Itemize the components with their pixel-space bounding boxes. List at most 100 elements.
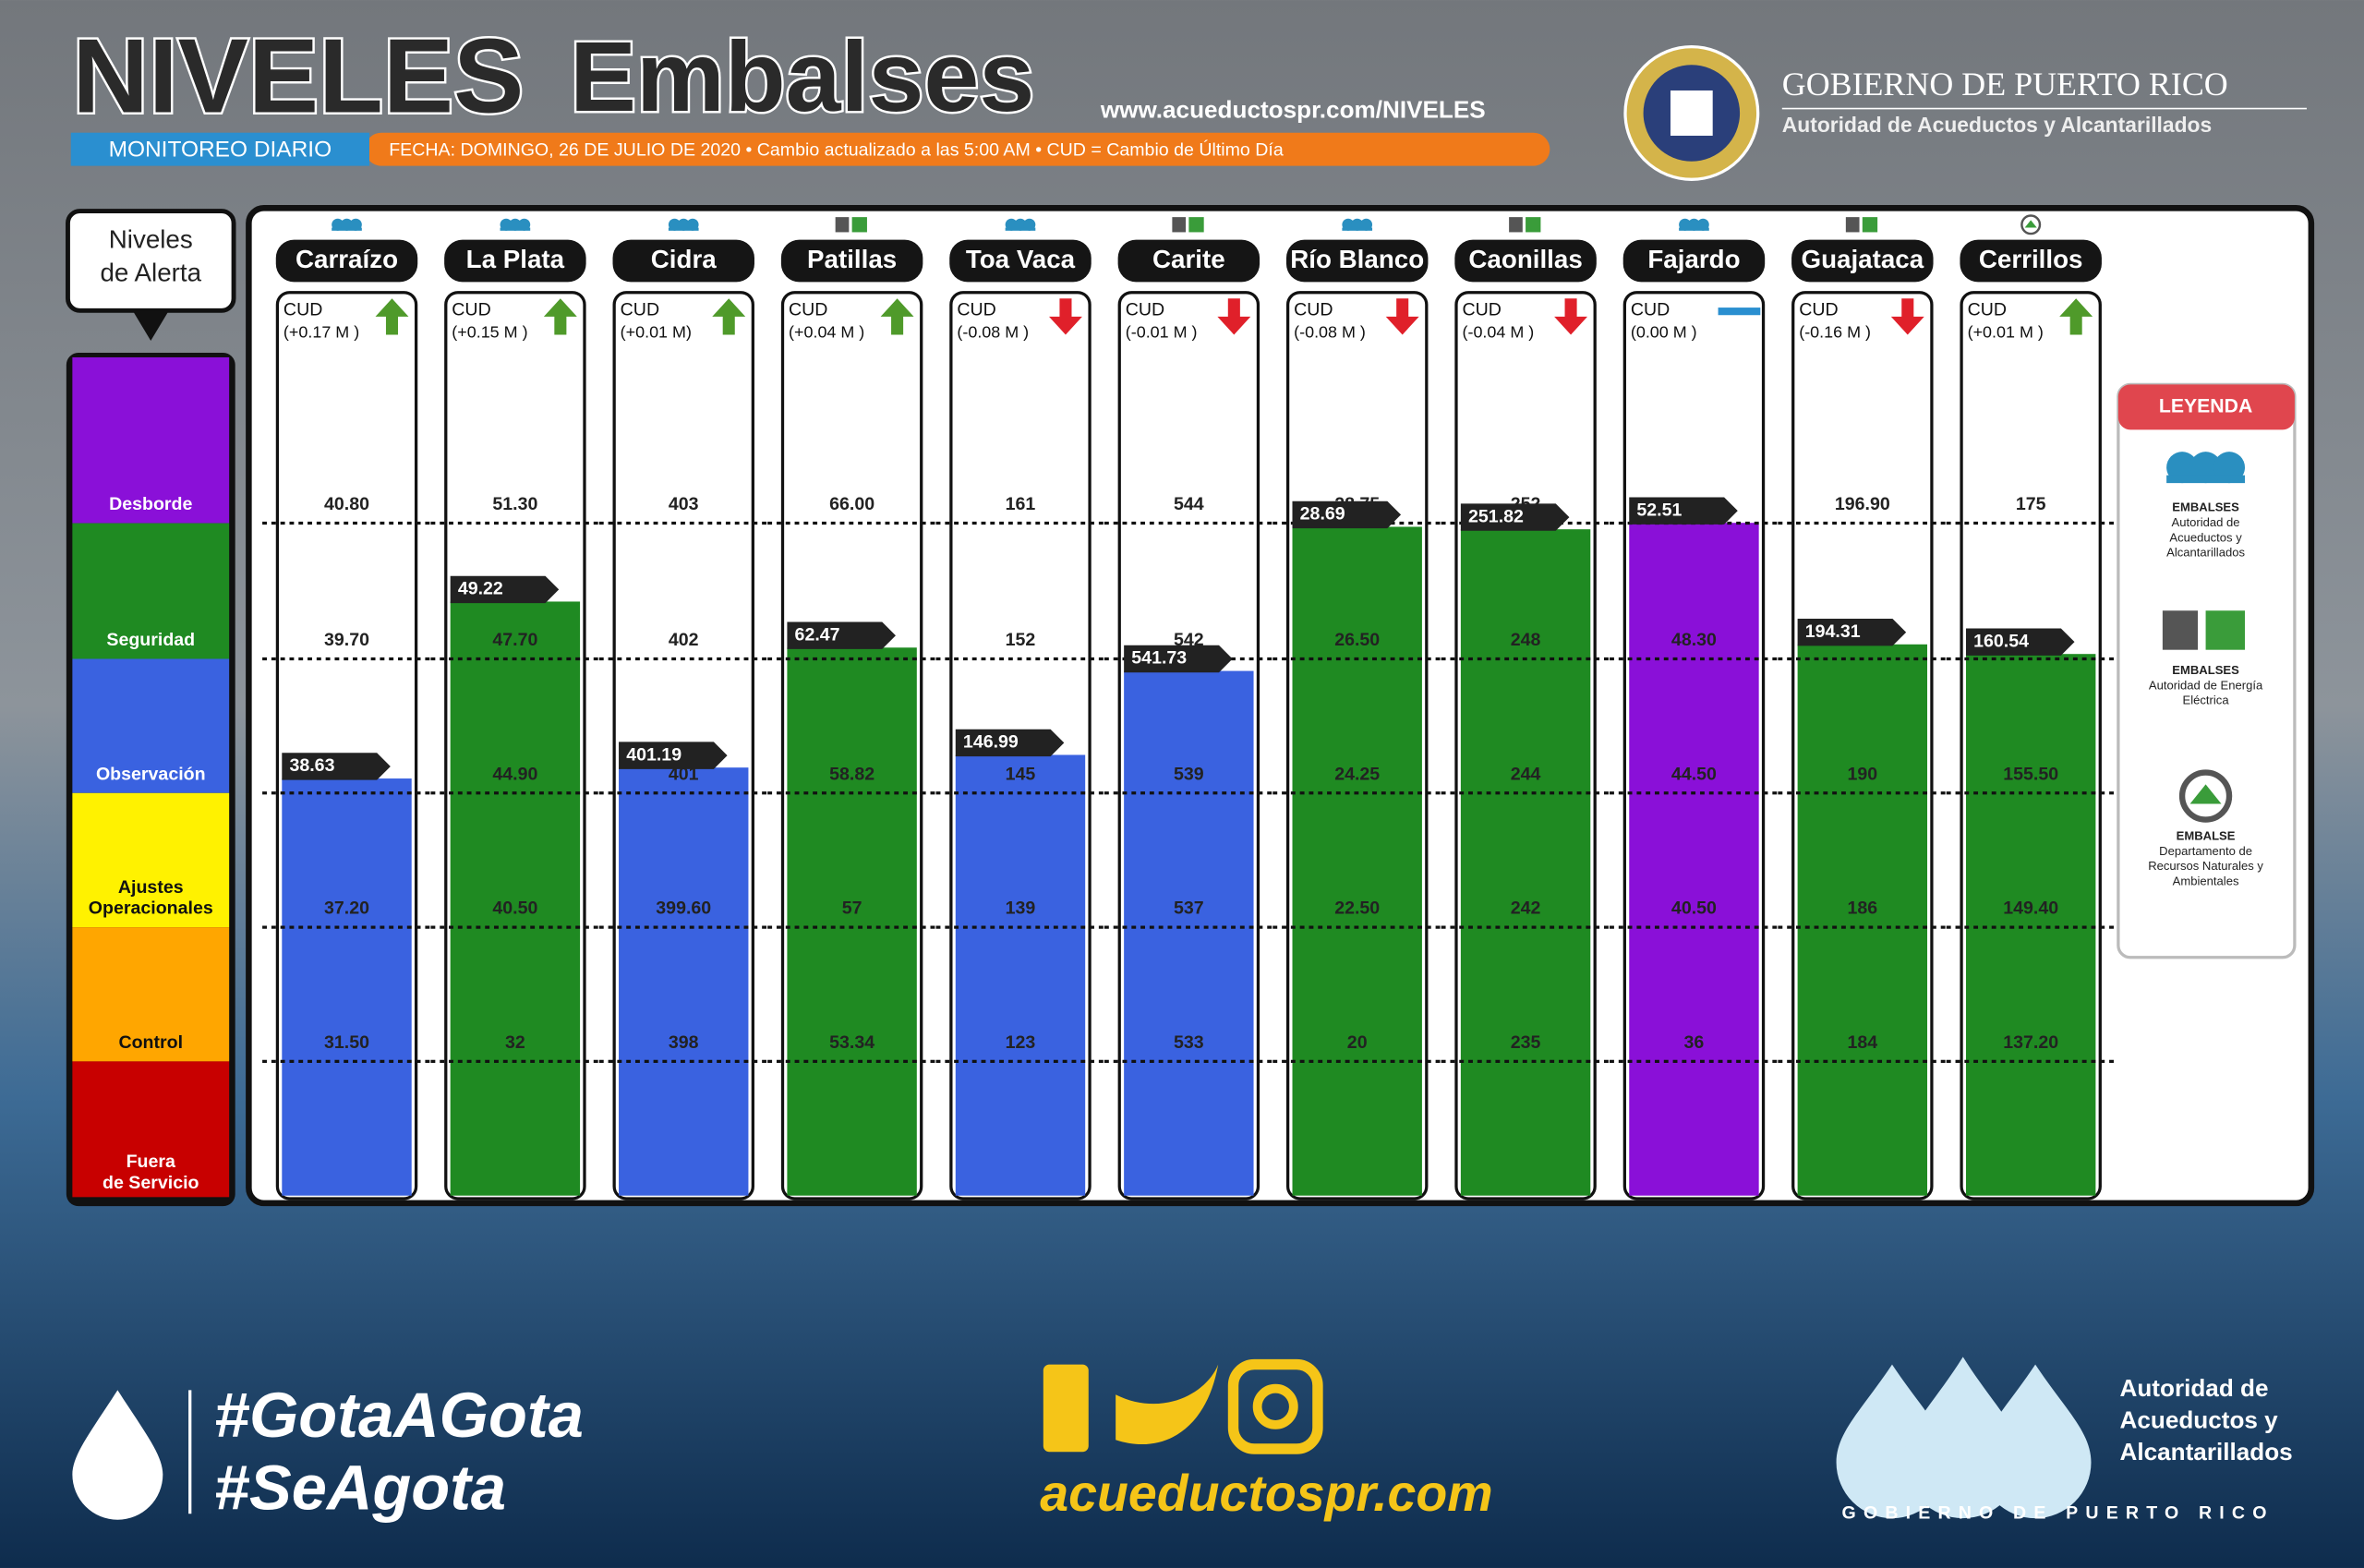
level-tag xyxy=(1629,497,1738,525)
threshold-label: 544 xyxy=(1174,494,1204,514)
threshold-label: 242 xyxy=(1511,899,1541,919)
level-bar xyxy=(282,778,412,1196)
agency: Autoridad de Acueductos y Alcantarillado… xyxy=(1782,113,2212,137)
icon-wave xyxy=(668,227,699,231)
threshold-label: 401 xyxy=(669,764,699,784)
level-bar xyxy=(1965,654,2096,1196)
threshold-label: 39.70 xyxy=(324,630,369,650)
icon-wave xyxy=(1679,227,1709,231)
footer-site: acueductospr.com xyxy=(1040,1465,1492,1522)
level-tag xyxy=(1460,503,1570,531)
threshold-label: 40.50 xyxy=(1671,899,1717,919)
trend-down xyxy=(1217,298,1251,335)
trend-down xyxy=(1554,298,1588,335)
alert-label: Control xyxy=(118,1032,183,1053)
reservoir-name: La Plata xyxy=(466,245,565,273)
name-pill xyxy=(1454,239,1597,283)
icon-aee-a xyxy=(2162,610,2199,650)
badge-bg xyxy=(70,132,370,166)
level-bar xyxy=(1292,526,1422,1196)
legend-item-title: EMBALSES xyxy=(2172,501,2239,514)
icon-wave xyxy=(500,227,531,231)
reservoir-name: Cerrillos xyxy=(1979,245,2083,273)
level-label: 401.19 xyxy=(626,744,681,765)
level-bar xyxy=(787,647,917,1196)
name-pill xyxy=(612,239,754,283)
level-tag xyxy=(955,729,1065,757)
alert-band xyxy=(72,792,230,928)
alert-label: Observación xyxy=(96,764,206,784)
cud-value: (-0.16 M ) xyxy=(1799,323,1871,342)
title-main: NIVELES xyxy=(72,18,524,136)
threshold-label: 40.80 xyxy=(324,494,369,514)
alert-title: de Alerta xyxy=(100,258,201,286)
threshold-label: 145 xyxy=(1006,764,1036,784)
icon-drop xyxy=(2189,452,2222,484)
cud-label: CUD xyxy=(789,300,827,320)
footer-drop xyxy=(72,1390,163,1520)
icon-aee-a xyxy=(1509,217,1523,233)
icon-drop xyxy=(2166,452,2199,484)
level-tag xyxy=(1292,501,1402,529)
legend-item-text: Alcantarillados xyxy=(2166,546,2245,560)
footer-government: GOBIERNO DE PUERTO RICO xyxy=(1842,1502,2274,1523)
badge: MONITOREO DIARIO xyxy=(109,138,332,163)
trend-down xyxy=(1049,298,1082,335)
threshold-label: 37.20 xyxy=(324,899,369,919)
twitter-icon[interactable] xyxy=(1116,1364,1219,1445)
level-bar xyxy=(1797,644,1928,1196)
threshold-label: 48.30 xyxy=(1671,630,1717,650)
threshold-label: 184 xyxy=(1847,1032,1877,1053)
name-pill xyxy=(1285,239,1429,283)
level-label: 28.69 xyxy=(1300,504,1345,525)
icon-aee-a xyxy=(1172,217,1187,233)
level-label: 62.47 xyxy=(795,624,840,645)
threshold-label: 36 xyxy=(1684,1032,1705,1053)
threshold-label: 24.25 xyxy=(1334,764,1380,784)
cud-value: (+0.15 M ) xyxy=(452,323,527,342)
alert-band xyxy=(72,658,230,793)
name-pill xyxy=(1960,239,2102,283)
cud-label: CUD xyxy=(283,300,322,320)
legend-title: LEYENDA xyxy=(2159,395,2252,416)
threshold-label: 196.90 xyxy=(1835,494,1890,514)
icon-aee-a xyxy=(1845,217,1860,233)
footer-agency: Autoridad de xyxy=(2120,1374,2269,1402)
level-label: 52.51 xyxy=(1636,500,1682,520)
alert-label: Seguridad xyxy=(106,630,195,650)
threshold-label: 66.00 xyxy=(829,494,874,514)
level-label: 146.99 xyxy=(963,732,1019,753)
threshold-label: 123 xyxy=(1006,1032,1036,1053)
trend-down xyxy=(1890,298,1924,335)
title-sub: Embalses xyxy=(570,20,1034,132)
reservoir-name: Carite xyxy=(1152,245,1225,273)
instagram-icon[interactable] xyxy=(1227,1358,1323,1454)
name-pill xyxy=(275,239,418,283)
threshold-label: 53.34 xyxy=(829,1032,874,1053)
name-pill xyxy=(780,239,923,283)
threshold-label: 40.50 xyxy=(492,899,537,919)
alert-band xyxy=(72,927,230,1062)
cud-label: CUD xyxy=(957,300,995,320)
icon-aee-e xyxy=(851,217,867,233)
threshold-label: 248 xyxy=(1511,630,1541,650)
trend-up xyxy=(375,298,409,335)
level-tag xyxy=(1124,645,1233,673)
threshold-label: 44.90 xyxy=(492,764,537,784)
alert-label: de Servicio xyxy=(103,1173,199,1193)
threshold-label: 175 xyxy=(2016,494,2046,514)
cud-value: (+0.17 M ) xyxy=(283,323,359,342)
alert-band xyxy=(72,523,230,659)
level-tag xyxy=(1797,619,1907,646)
level-label: 194.31 xyxy=(1805,621,1861,642)
threshold-label: 537 xyxy=(1174,899,1204,919)
icon-aee-e xyxy=(1526,217,1541,233)
threshold-label: 26.50 xyxy=(1334,630,1380,650)
threshold-label: 20 xyxy=(1347,1032,1368,1053)
threshold-label: 403 xyxy=(669,494,699,514)
facebook-icon[interactable] xyxy=(1043,1364,1089,1453)
threshold-label: 32 xyxy=(505,1032,525,1053)
legend-item-text: Eléctrica xyxy=(2183,694,2230,707)
cud-label: CUD xyxy=(621,300,659,320)
level-bar xyxy=(619,767,749,1196)
